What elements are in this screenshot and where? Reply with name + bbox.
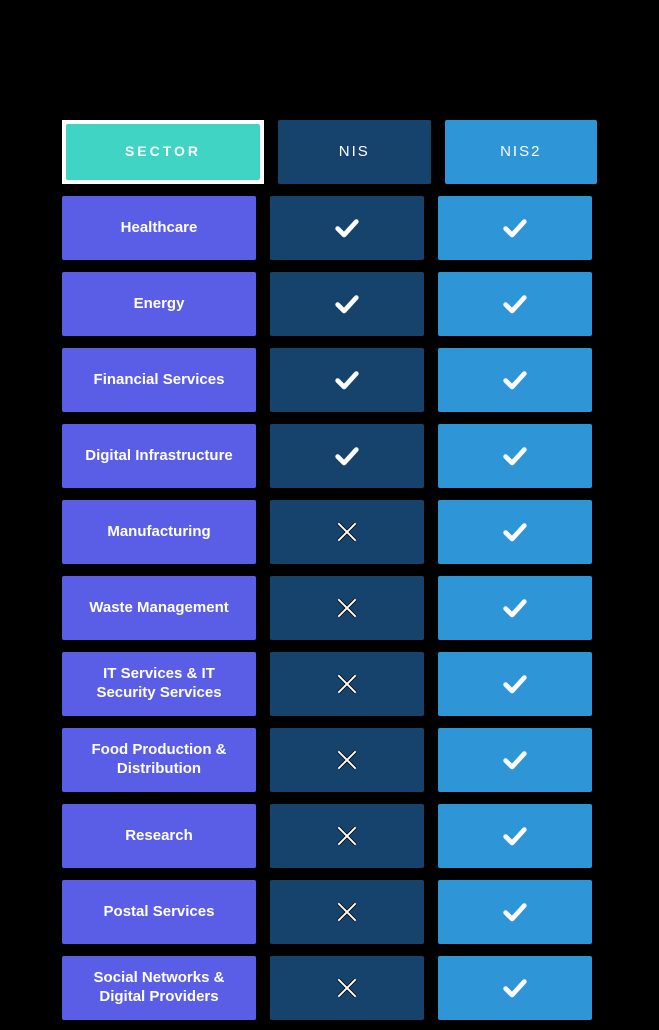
check-icon (501, 594, 529, 622)
nis-header: NIS (278, 120, 431, 184)
sector-cell: Digital Infrastructure (62, 424, 256, 488)
table-row: Waste Management (62, 576, 597, 640)
check-icon (501, 670, 529, 698)
nis-cell (270, 956, 424, 1020)
nis-cell (270, 880, 424, 944)
sector-header-wrap: SECTOR (62, 120, 264, 184)
sector-cell: Food Production & Distribution (62, 728, 256, 792)
nis2-cell (438, 500, 592, 564)
nis2-cell (438, 196, 592, 260)
nis-cell (270, 272, 424, 336)
sector-header: SECTOR (66, 124, 260, 180)
check-icon (501, 518, 529, 546)
nis-cell (270, 804, 424, 868)
sector-cell: Postal Services (62, 880, 256, 944)
table-row: Research (62, 804, 597, 868)
nis-cell (270, 728, 424, 792)
check-icon (333, 214, 361, 242)
nis2-header: NIS2 (445, 120, 598, 184)
nis2-cell (438, 728, 592, 792)
cross-icon (334, 747, 360, 773)
nis-cell (270, 348, 424, 412)
sector-cell: Research (62, 804, 256, 868)
nis2-cell (438, 424, 592, 488)
comparison-table: SECTOR NIS NIS2 Healthcare Energy Financ… (62, 120, 597, 1020)
check-icon (501, 974, 529, 1002)
nis2-cell (438, 272, 592, 336)
check-icon (501, 746, 529, 774)
cross-icon (334, 519, 360, 545)
check-icon (501, 366, 529, 394)
table-row: Healthcare (62, 196, 597, 260)
sector-cell: Healthcare (62, 196, 256, 260)
sector-cell: Energy (62, 272, 256, 336)
table-header-row: SECTOR NIS NIS2 (62, 120, 597, 184)
cross-icon (334, 975, 360, 1001)
sector-cell: Waste Management (62, 576, 256, 640)
nis2-cell (438, 348, 592, 412)
cross-icon (334, 671, 360, 697)
check-icon (501, 290, 529, 318)
table-row: Social Networks & Digital Providers (62, 956, 597, 1020)
cross-icon (334, 823, 360, 849)
check-icon (501, 214, 529, 242)
nis2-cell (438, 804, 592, 868)
cross-icon (334, 899, 360, 925)
nis2-cell (438, 880, 592, 944)
sector-cell: IT Services & IT Security Services (62, 652, 256, 716)
table-row: IT Services & IT Security Services (62, 652, 597, 716)
table-row: Digital Infrastructure (62, 424, 597, 488)
table-row: Postal Services (62, 880, 597, 944)
check-icon (501, 898, 529, 926)
sector-cell: Social Networks & Digital Providers (62, 956, 256, 1020)
check-icon (501, 442, 529, 470)
nis2-cell (438, 652, 592, 716)
check-icon (501, 822, 529, 850)
check-icon (333, 290, 361, 318)
cross-icon (334, 595, 360, 621)
sector-cell: Financial Services (62, 348, 256, 412)
nis-cell (270, 196, 424, 260)
nis-cell (270, 652, 424, 716)
table-row: Food Production & Distribution (62, 728, 597, 792)
table-row: Manufacturing (62, 500, 597, 564)
table-row: Energy (62, 272, 597, 336)
nis2-cell (438, 956, 592, 1020)
table-row: Financial Services (62, 348, 597, 412)
nis-cell (270, 500, 424, 564)
nis-cell (270, 424, 424, 488)
nis-cell (270, 576, 424, 640)
sector-cell: Manufacturing (62, 500, 256, 564)
check-icon (333, 366, 361, 394)
nis2-cell (438, 576, 592, 640)
check-icon (333, 442, 361, 470)
